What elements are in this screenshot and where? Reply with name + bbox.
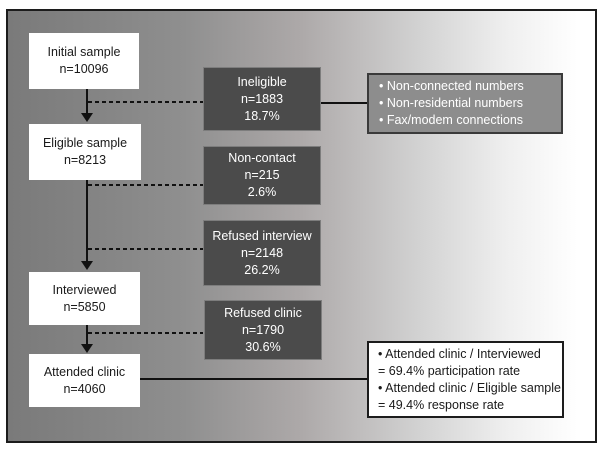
flow-node-count: n=10096 xyxy=(59,62,109,76)
exclusion-node-percentage: 18.7% xyxy=(244,108,280,123)
exclusion-node-refused-interview: Refused interview n=2148 26.2% xyxy=(203,220,321,286)
reason-item: • Fax/modem connections xyxy=(379,113,524,127)
flow-node-interviewed: Interviewed n=5850 xyxy=(29,272,140,325)
exclusion-node-count: n=2148 xyxy=(240,245,284,260)
exclusion-node-label: Ineligible xyxy=(237,74,287,89)
arrowhead-eligible xyxy=(81,113,93,122)
connector-initial-to-eligible xyxy=(86,88,88,115)
exclusion-node-refused-clinic: Refused clinic n=1790 30.6% xyxy=(204,300,322,360)
rates-note-box: • Attended clinic / Interviewed = 69.4% … xyxy=(367,341,564,418)
exclusion-node-label: Non-contact xyxy=(228,151,296,165)
flow-node-count: n=5850 xyxy=(63,299,106,314)
rate-line: • Attended clinic / Interviewed xyxy=(378,346,541,361)
arrowhead-attended xyxy=(81,344,93,353)
connector-eligible-to-interviewed xyxy=(86,180,88,263)
flow-node-label: Eligible sample xyxy=(42,136,128,150)
exclusion-node-percentage: 26.2% xyxy=(244,262,280,277)
exclusion-node-ineligible: Ineligible n=1883 18.7% xyxy=(203,67,321,131)
flow-node-attended-clinic: Attended clinic n=4060 xyxy=(29,354,140,407)
exclusion-node-percentage: 2.6% xyxy=(247,185,277,199)
flow-node-label: Attended clinic xyxy=(43,364,126,379)
flow-node-count: n=8213 xyxy=(63,153,107,167)
exclusion-node-count: n=1883 xyxy=(240,91,284,106)
rate-line: • Attended clinic / Eligible sample xyxy=(378,380,561,395)
flow-node-count: n=4060 xyxy=(63,381,106,396)
exclusion-node-label: Refused clinic xyxy=(224,305,302,320)
rate-line: = 49.4% response rate xyxy=(378,397,505,412)
exclusion-node-count: n=215 xyxy=(244,168,280,182)
flow-node-label: Interviewed xyxy=(52,282,117,297)
connector-interviewed-to-attended xyxy=(86,325,88,346)
dashed-connector-ineligible xyxy=(88,101,203,103)
flow-node-initial-sample: Initial sample n=10096 xyxy=(29,33,139,89)
reason-item: • Non-residential numbers xyxy=(379,96,524,110)
arrowhead-interviewed xyxy=(81,261,93,270)
exclusion-node-label: Refused interview xyxy=(212,228,312,243)
exclusion-node-non-contact: Non-contact n=215 2.6% xyxy=(203,146,321,205)
flow-node-eligible-sample: Eligible sample n=8213 xyxy=(29,124,141,180)
flow-node-label: Initial sample xyxy=(47,45,121,59)
dashed-connector-refused-clinic xyxy=(88,332,203,334)
rate-line: = 69.4% participation rate xyxy=(378,363,521,378)
dashed-connector-non-contact xyxy=(88,184,203,186)
dashed-connector-refused-interview xyxy=(88,248,203,250)
reason-item: • Non-connected numbers xyxy=(379,79,524,93)
exclusion-node-percentage: 30.6% xyxy=(245,339,281,354)
connector-ineligible-to-reasons xyxy=(321,102,367,104)
ineligible-reasons-box: • Non-connected numbers • Non-residentia… xyxy=(367,73,563,134)
exclusion-node-count: n=1790 xyxy=(241,322,285,337)
connector-attended-to-rates xyxy=(140,378,367,380)
